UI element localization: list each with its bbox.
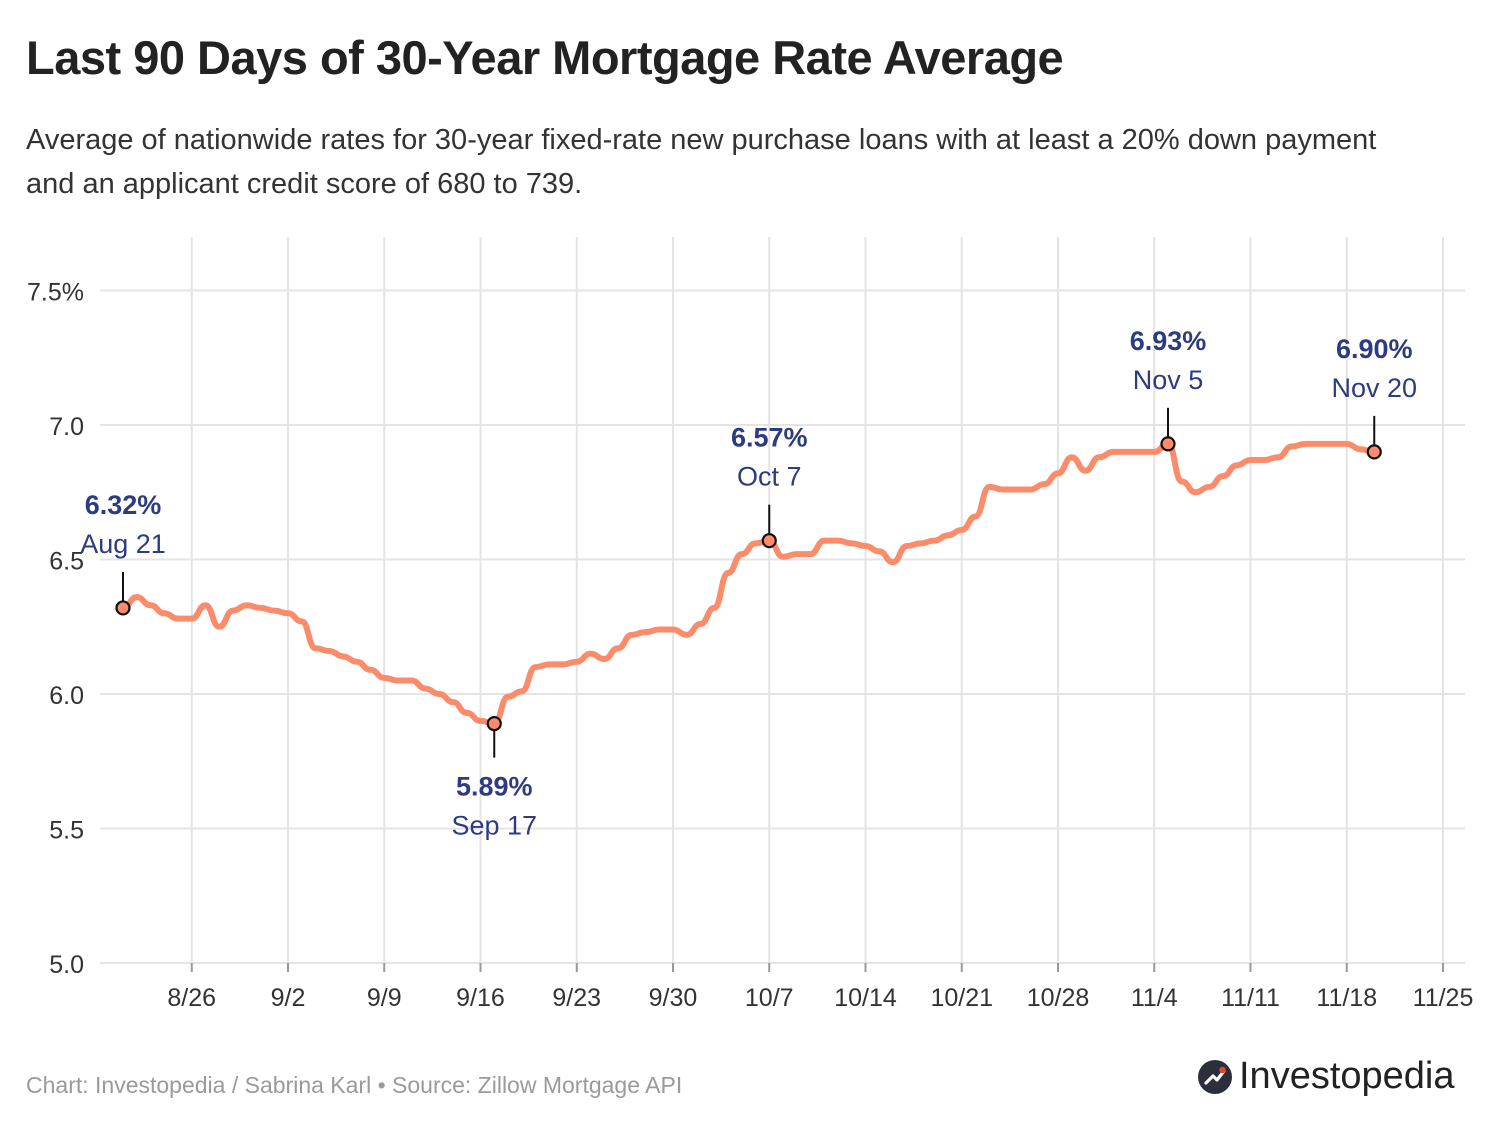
annotation-point [1366, 444, 1382, 460]
annotation-point [486, 715, 502, 732]
annotation-value-label: 5.89% [456, 772, 533, 802]
chart-source: Chart: Investopedia / Sabrina Karl • Sou… [26, 1072, 683, 1098]
grid-lines [100, 237, 1465, 964]
annotation-date-label: Nov 5 [1133, 365, 1204, 395]
annotation-date-label: Sep 17 [451, 811, 537, 841]
x-tick-label: 11/11 [1221, 984, 1280, 1012]
annotation-value-label: 6.32% [85, 490, 162, 520]
annotation-point [1160, 436, 1176, 452]
x-tick-label: 10/14 [834, 984, 897, 1012]
y-tick-label: 5.0 [49, 951, 84, 979]
annotation-date-label: Nov 20 [1331, 373, 1417, 403]
annotation-value-label: 6.90% [1336, 334, 1413, 364]
annotation-value-label: 6.57% [731, 423, 808, 453]
investopedia-logo-icon [1198, 1059, 1232, 1094]
x-tick-label: 10/21 [930, 984, 993, 1012]
y-tick-label: 5.5 [49, 817, 84, 845]
y-tick-label: 7.5% [27, 279, 84, 307]
annotation-point [761, 533, 777, 549]
x-tick-label: 10/28 [1027, 984, 1090, 1012]
x-tick-label: 11/4 [1131, 984, 1178, 1012]
x-tick-label: 10/7 [745, 984, 794, 1012]
annotations: 6.32% Aug 21 5.89% Sep 17 6.57% Oct 7 6.93% Nov… [80, 326, 1417, 841]
chart-subtitle: Average of nationwide rates for 30-year … [26, 124, 1377, 200]
y-tick-label: 7.0 [49, 413, 84, 441]
y-tick-label: 6.0 [49, 682, 84, 710]
x-tick-label: 9/2 [271, 984, 306, 1012]
x-axis-ticks: 8/26 9/2 9/9 9/16 9/23 9/30 10/7 10/14 10/21 10/2… [167, 963, 1473, 1012]
y-axis-ticks: 5.0 5.5 6.0 6.5 7.0 7.5% [27, 279, 84, 980]
x-tick-label: 8/26 [167, 984, 216, 1012]
x-tick-label: 9/9 [367, 984, 402, 1012]
annotation-date-label: Oct 7 [737, 462, 802, 492]
chart-title: Last 90 Days of 30-Year Mortgage Rate Av… [26, 31, 1064, 84]
annotation-date-label: Aug 21 [80, 529, 166, 559]
x-tick-label: 9/30 [649, 984, 698, 1012]
y-tick-label: 6.5 [49, 548, 84, 576]
brand-logo: Investopedia [1197, 1055, 1455, 1098]
x-tick-label: 11/25 [1413, 984, 1474, 1012]
brand-name: Investopedia [1239, 1055, 1455, 1097]
x-tick-label: 9/16 [456, 984, 505, 1012]
x-tick-label: 9/23 [552, 984, 601, 1012]
x-tick-label: 11/18 [1316, 984, 1377, 1012]
annotation-point [115, 600, 131, 616]
annotation-value-label: 6.93% [1130, 326, 1207, 356]
